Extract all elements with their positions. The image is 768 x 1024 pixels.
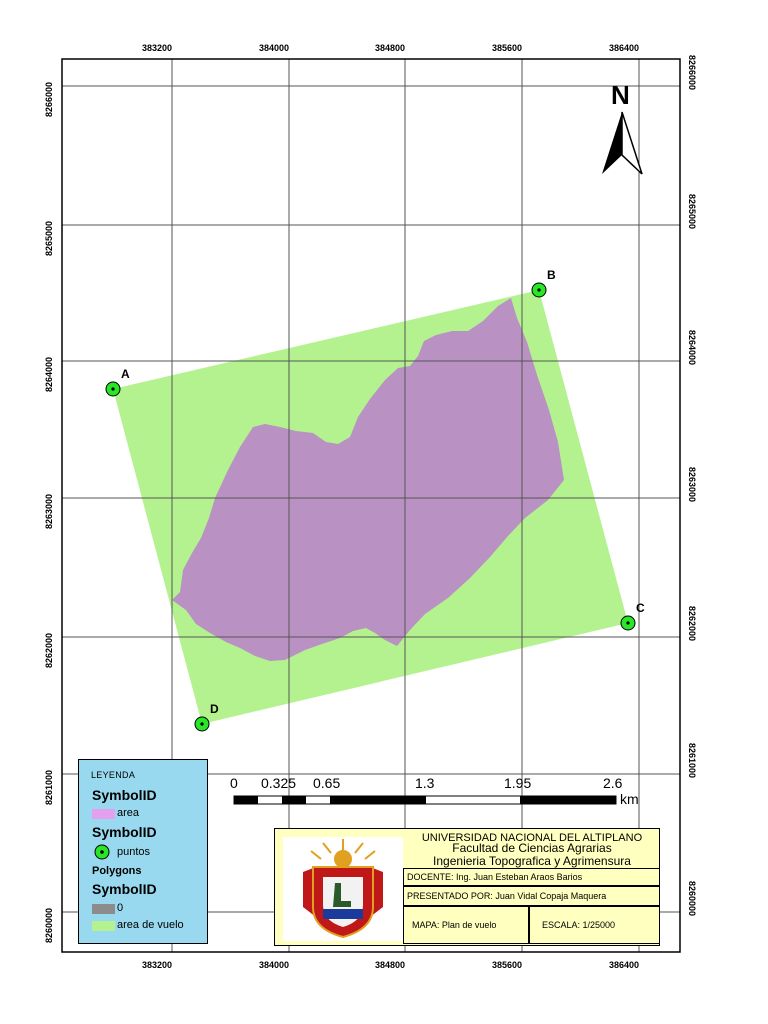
x-tick-label: 383200	[142, 43, 173, 53]
legend-area-label: area	[117, 807, 140, 819]
presentado-cell: PRESENTADO POR: Juan Vidal Copaja Maquer…	[403, 886, 660, 906]
x-tick-label: 383200	[142, 960, 173, 970]
scale-label: 0.65	[313, 775, 341, 791]
faculty-name: Facultad de Ciencias Agrarias	[452, 841, 612, 855]
coordinate-grid	[62, 59, 680, 952]
north-arrow-icon	[602, 111, 643, 175]
legend-group-header: SymbolID	[92, 881, 157, 897]
point-a-label: A	[121, 367, 130, 381]
y-tick-label: 8262000	[44, 632, 54, 668]
x-tick-label: 384800	[375, 960, 406, 970]
point-b-label: B	[547, 268, 556, 282]
x-tick-label: 384800	[375, 43, 406, 53]
y-tick-label: 8265000	[687, 194, 697, 230]
y-tick-label: 8265000	[44, 220, 54, 256]
program-name: Ingenieria Topografica y Agrimensura	[433, 854, 631, 868]
legend-group-header: SymbolID	[92, 824, 157, 840]
university-header: UNIVERSIDAD NACIONAL DEL ALTIPLANO Facul…	[405, 833, 659, 871]
x-tick-label: 385600	[492, 960, 523, 970]
legend-point-icon	[94, 844, 110, 860]
legend-area-swatch	[92, 809, 115, 819]
y-tick-label: 8264000	[687, 330, 697, 366]
y-tick-label: 8262000	[687, 606, 697, 642]
scale-label: 0	[230, 775, 238, 791]
legend-zero-swatch	[92, 904, 115, 914]
y-tick-label: 8260000	[687, 881, 697, 917]
y-tick-label: 8261000	[44, 769, 54, 805]
y-tick-label: 8264000	[44, 356, 54, 392]
legend-flight-area-swatch	[92, 921, 115, 931]
y-tick-label: 8266000	[687, 55, 697, 91]
legend-points-label: puntos	[117, 846, 151, 858]
y-tick-label: 8263000	[687, 467, 697, 503]
point-d-label: D	[210, 702, 219, 716]
control-points	[105, 282, 636, 732]
scale-label: 1.3	[415, 775, 435, 791]
legend-polygons-header: Polygons	[92, 865, 142, 877]
y-tick-label: 8266000	[44, 81, 54, 117]
x-tick-label: 384000	[259, 960, 290, 970]
y-tick-label: 8261000	[687, 743, 697, 779]
university-name: UNIVERSIDAD NACIONAL DEL ALTIPLANO	[421, 832, 643, 844]
north-label: N	[611, 80, 630, 110]
scale-label: 1.95	[504, 775, 532, 791]
legend-group-header: SymbolID	[92, 787, 157, 803]
x-tick-label: 386400	[609, 43, 640, 53]
x-tick-label: 386400	[609, 960, 640, 970]
legend-zero-label: 0	[117, 902, 124, 914]
scale-label: 2.6	[603, 775, 623, 791]
title-block: UNIVERSIDAD NACIONAL DEL ALTIPLANO Facul…	[274, 828, 660, 946]
university-logo	[283, 837, 403, 941]
scale-unit: km	[620, 791, 639, 807]
y-tick-label: 8263000	[44, 493, 54, 529]
x-tick-label: 384000	[259, 43, 290, 53]
study-area-polygon	[172, 298, 564, 661]
escala-cell: ESCALA: 1/25000	[529, 906, 660, 944]
scale-label: 0.325	[261, 775, 297, 791]
y-tick-label: 8260000	[44, 907, 54, 943]
x-tick-label: 385600	[492, 43, 523, 53]
legend-title: LEYENDA	[91, 770, 136, 780]
scale-bar	[233, 795, 617, 805]
map-legend: LEYENDA SymbolID area SymbolID puntos Po…	[78, 759, 208, 944]
point-c-label: C	[636, 601, 645, 615]
legend-flight-area-label: area de vuelo	[117, 919, 184, 931]
docente-cell: DOCENTE: Ing. Juan Esteban Araos Barios	[403, 868, 660, 886]
mapa-cell: MAPA: Plan de vuelo	[403, 906, 529, 944]
